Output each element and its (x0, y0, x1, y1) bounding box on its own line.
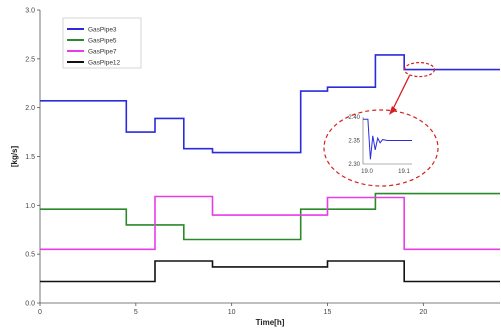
inset-y-tick-label: 2.35 (348, 139, 360, 145)
x-tick-label: 20 (419, 309, 427, 316)
inset-x-tick-label: 19.0 (361, 169, 373, 175)
inset-y-tick-label: 2.30 (348, 162, 360, 168)
y-tick-label: 2.5 (25, 56, 35, 63)
series-line-gaspipe12 (40, 260, 500, 283)
legend-box (62, 17, 142, 69)
zoom-arrow-line (391, 75, 411, 112)
y-tick-label: 1.5 (25, 154, 35, 161)
inset-y-tick-label: 2.40 (348, 115, 360, 121)
y-axis-title: [kg/s] (10, 146, 19, 168)
y-tick-label: 1.0 (25, 203, 35, 210)
y-tick-label: 2.0 (25, 105, 35, 112)
axes: 0.0 0.5 1.0 1.5 2.0 2.5 3.0 0 5 10 15 20 (25, 8, 500, 316)
zoom-arrow-head (389, 106, 397, 115)
x-tick-label: 0 (38, 309, 42, 316)
x-tick-label: 15 (324, 309, 332, 316)
inset-series-line (363, 118, 412, 160)
y-tick-label: 3.0 (25, 8, 35, 15)
legend-label: GasPipe3 (88, 26, 117, 33)
series-line-gaspipe5 (40, 192, 500, 241)
zoom-annotation (323, 61, 439, 187)
legend-label: GasPipe12 (88, 59, 121, 66)
series-layer (40, 54, 500, 283)
x-tick-label: 10 (228, 309, 236, 316)
x-tick-label: 5 (134, 309, 138, 316)
inset-x-tick-label: 19.1 (398, 169, 410, 175)
zoom-ellipse-large (323, 109, 439, 187)
y-tick-label: 0.0 (25, 301, 35, 308)
series-line-gaspipe7 (40, 195, 500, 251)
legend: GasPipe3 GasPipe5 GasPipe7 GasPipe12 (62, 17, 142, 69)
x-axis-title: Time[h] (256, 318, 285, 327)
legend-label: GasPipe7 (88, 48, 117, 55)
legend-label: GasPipe5 (88, 37, 117, 44)
y-tick-label: 0.5 (25, 252, 35, 259)
zoom-ellipse-small (403, 61, 436, 78)
series-line-gaspipe3 (40, 54, 500, 154)
